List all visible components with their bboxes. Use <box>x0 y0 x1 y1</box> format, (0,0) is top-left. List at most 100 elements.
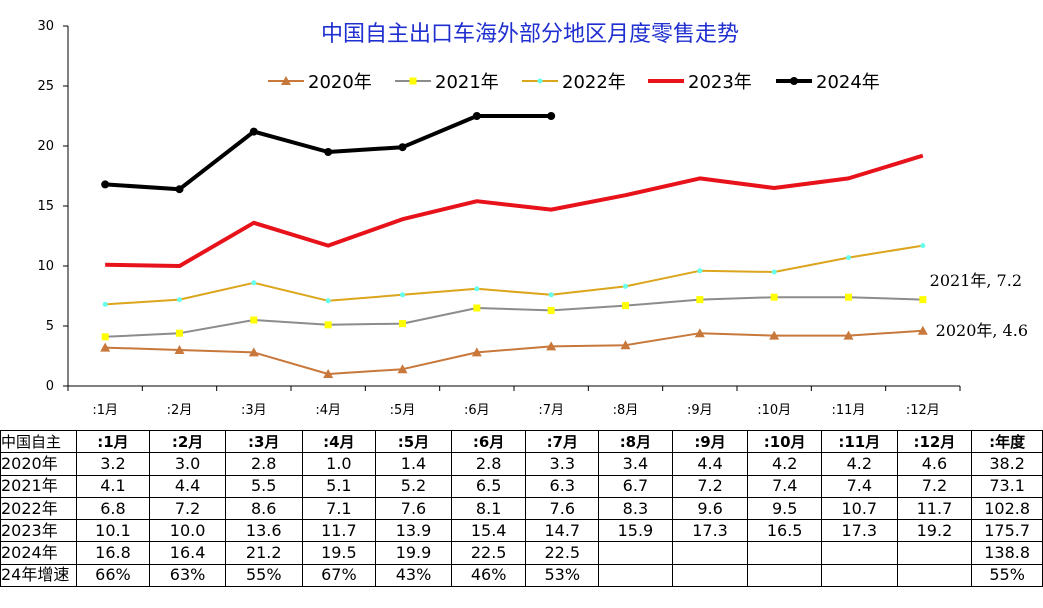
x-tick-label: :4月 <box>315 403 341 418</box>
table-cell: 55% <box>224 563 303 588</box>
table-row: 2023年 10.1 10.0 13.6 11.7 13.9 15.4 14.7 15.9 17.… <box>0 519 1043 543</box>
x-tick-label: :7月 <box>538 403 564 418</box>
data-point-marker <box>400 292 405 298</box>
table-cell <box>671 541 749 565</box>
table-cell <box>820 541 898 565</box>
table-cell: 9.5 <box>747 496 822 521</box>
x-tick-label: :3月 <box>241 403 267 418</box>
table-cell <box>747 563 822 588</box>
legend-item: 2023年 <box>648 72 752 93</box>
data-point-marker <box>176 329 183 337</box>
data-point-marker <box>769 330 780 340</box>
table-cell: 11.7 <box>301 519 377 543</box>
series-2024 <box>101 112 556 194</box>
table-cell: 4.4 <box>149 474 226 498</box>
table-cell: 16.8 <box>75 541 151 565</box>
table-cell: 4.4 <box>671 452 749 476</box>
data-point-marker <box>770 293 778 301</box>
table-row-label: 2023年 <box>0 519 77 543</box>
y-tick-label: 20 <box>37 139 54 154</box>
data-point-marker <box>397 364 408 374</box>
data-point-marker <box>623 283 628 289</box>
data-point-marker <box>248 347 259 357</box>
table-cell: 13.6 <box>224 519 303 543</box>
table-cell: :3月 <box>224 429 303 454</box>
table-cell: 6.3 <box>525 474 600 498</box>
table-cell: 8.6 <box>224 496 303 521</box>
table-cell: 175.7 <box>971 519 1043 543</box>
table-cell: :10月 <box>747 429 822 454</box>
x-tick-label: :2月 <box>167 403 193 418</box>
table-cell: 4.2 <box>820 452 898 476</box>
data-point-marker <box>409 77 417 85</box>
table-cell: 13.9 <box>375 519 452 543</box>
table-cell <box>820 563 898 588</box>
chart-title: 中国自主出口车海外部分地区月度零售走势 <box>321 22 739 47</box>
data-point-marker <box>917 325 928 335</box>
table-cell: 17.3 <box>671 519 749 543</box>
table-cell: 1.0 <box>301 452 377 476</box>
table-row-label: 2020年 <box>0 452 77 476</box>
y-tick-label: 30 <box>37 19 54 34</box>
line-chart: 中国自主出口车海外部分地区月度零售走势 0 5 10 15 20 25 30 :1月 :2月:… <box>37 19 1028 418</box>
table-cell: 16.5 <box>747 519 822 543</box>
data-point-marker <box>845 293 852 301</box>
y-axis-ticks: 0 5 10 15 20 25 30 <box>37 19 68 394</box>
legend-item: 2024年 <box>776 72 880 93</box>
data-point-marker <box>471 347 482 357</box>
data-point-marker <box>102 301 108 307</box>
table-row-label: 2021年 <box>0 474 77 498</box>
x-tick-label: :5月 <box>390 403 416 418</box>
legend-item: 2020年 <box>268 72 372 93</box>
table-cell: 3.3 <box>525 452 600 476</box>
table-cell: 21.2 <box>224 541 303 565</box>
x-tick-label: :8月 <box>613 403 639 418</box>
table-cell: :9月 <box>671 429 749 454</box>
table-cell: 38.2 <box>971 452 1043 476</box>
table-cell: 53% <box>525 563 600 588</box>
data-point-marker <box>399 320 406 328</box>
x-tick-label: :1月 <box>92 403 118 418</box>
y-tick-label: 0 <box>46 379 54 394</box>
data-point-marker <box>100 342 111 352</box>
table-cell: :7月 <box>525 429 600 454</box>
series-2022 <box>102 243 926 307</box>
table-cell: :年度 <box>971 429 1043 454</box>
legend-label: 2023年 <box>688 72 752 93</box>
table-cell: 9.6 <box>671 496 749 521</box>
table-cell: 66% <box>75 563 151 588</box>
table-cell: 22.5 <box>450 541 527 565</box>
table-cell: 10.7 <box>820 496 898 521</box>
x-tick-label: :12月 <box>906 403 940 418</box>
table-cell: :11月 <box>820 429 898 454</box>
table-cell: 7.4 <box>820 474 898 498</box>
table-cell: 3.0 <box>149 452 226 476</box>
table-cell <box>896 541 973 565</box>
table-cell: 3.2 <box>75 452 151 476</box>
data-point-marker <box>548 292 554 298</box>
table-cell <box>747 541 822 565</box>
legend-label: 2020年 <box>308 72 372 93</box>
data-point-marker <box>694 328 705 338</box>
table-row: 24年增速 66% 63% 55% 67% 43% 46% 53% 55% <box>0 563 1043 588</box>
table-row: 2022年 6.8 7.2 8.6 7.1 7.6 8.1 7.6 8.3 9.6 9.5 10.7 1… <box>0 496 1043 521</box>
table-row: 2024年 16.8 16.4 21.2 19.5 19.9 22.5 22.5 138.8 <box>0 541 1043 565</box>
data-point-marker <box>323 369 334 378</box>
table-cell: 138.8 <box>971 541 1043 565</box>
table-cell: 67% <box>301 563 377 588</box>
table-cell: 7.2 <box>671 474 749 498</box>
table-cell: 15.9 <box>598 519 673 543</box>
data-point-marker <box>474 286 480 292</box>
table-cell <box>671 563 749 588</box>
data-point-marker <box>175 185 184 194</box>
table-cell <box>598 563 673 588</box>
series-2023 <box>105 153 924 268</box>
annotation-2020: 2020年, 4.6 <box>936 321 1028 340</box>
table-cell: 43% <box>375 563 452 588</box>
table-cell: 17.3 <box>820 519 898 543</box>
table-cell: 11.7 <box>896 496 973 521</box>
table-cell: 7.4 <box>747 474 822 498</box>
table-cell: :8月 <box>598 429 673 454</box>
series-line <box>105 153 924 268</box>
table-cell: :2月 <box>149 429 226 454</box>
